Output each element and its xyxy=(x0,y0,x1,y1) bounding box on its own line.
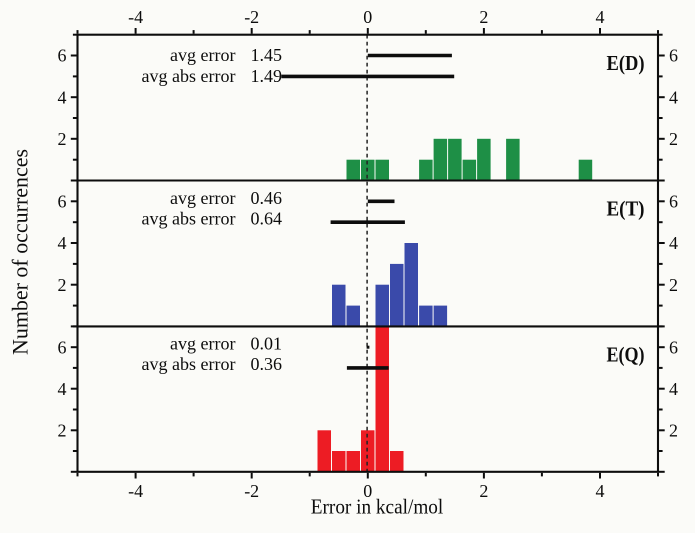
svg-text:-4: -4 xyxy=(128,7,143,27)
svg-text:6: 6 xyxy=(58,46,67,66)
svg-text:6: 6 xyxy=(58,192,67,212)
svg-text:4: 4 xyxy=(669,233,678,253)
svg-text:2: 2 xyxy=(669,275,678,295)
svg-text:4: 4 xyxy=(669,87,678,107)
svg-text:6: 6 xyxy=(669,192,678,212)
svg-text:6: 6 xyxy=(669,337,678,357)
svg-text:0.64: 0.64 xyxy=(251,209,283,229)
svg-text:4: 4 xyxy=(669,379,678,399)
svg-text:2: 2 xyxy=(669,421,678,441)
svg-text:avg error: avg error xyxy=(170,45,235,65)
svg-text:0.46: 0.46 xyxy=(251,188,283,208)
svg-text:0.01: 0.01 xyxy=(251,333,283,353)
svg-text:-2: -2 xyxy=(244,481,259,501)
svg-text:4: 4 xyxy=(58,379,67,399)
svg-text:4: 4 xyxy=(58,233,67,253)
svg-text:E(D): E(D) xyxy=(607,51,645,75)
svg-text:avg abs error: avg abs error xyxy=(142,354,236,374)
svg-text:6: 6 xyxy=(58,337,67,357)
svg-text:4: 4 xyxy=(596,481,605,501)
svg-text:Number of occurrences: Number of occurrences xyxy=(7,149,32,355)
svg-text:1.49: 1.49 xyxy=(251,66,283,86)
svg-text:2: 2 xyxy=(58,129,67,149)
svg-text:2: 2 xyxy=(669,129,678,149)
svg-text:avg error: avg error xyxy=(170,188,235,208)
svg-text:2: 2 xyxy=(479,7,488,27)
svg-text:0.36: 0.36 xyxy=(251,354,283,374)
svg-text:Error in kcal/mol: Error in kcal/mol xyxy=(311,495,444,519)
svg-text:6: 6 xyxy=(669,46,678,66)
svg-text:2: 2 xyxy=(58,275,67,295)
svg-text:avg error: avg error xyxy=(170,333,235,353)
svg-text:-4: -4 xyxy=(128,481,143,501)
svg-text:-2: -2 xyxy=(244,7,259,27)
svg-text:1.45: 1.45 xyxy=(251,45,283,65)
svg-text:avg abs error: avg abs error xyxy=(142,209,236,229)
svg-text:avg abs error: avg abs error xyxy=(142,66,236,86)
svg-text:2: 2 xyxy=(58,421,67,441)
svg-text:4: 4 xyxy=(58,87,67,107)
svg-text:0: 0 xyxy=(363,481,372,501)
svg-text:4: 4 xyxy=(596,7,605,27)
svg-text:2: 2 xyxy=(479,481,488,501)
svg-text:E(T): E(T) xyxy=(607,197,645,221)
svg-text:E(Q): E(Q) xyxy=(607,343,645,367)
svg-text:0: 0 xyxy=(363,7,372,27)
